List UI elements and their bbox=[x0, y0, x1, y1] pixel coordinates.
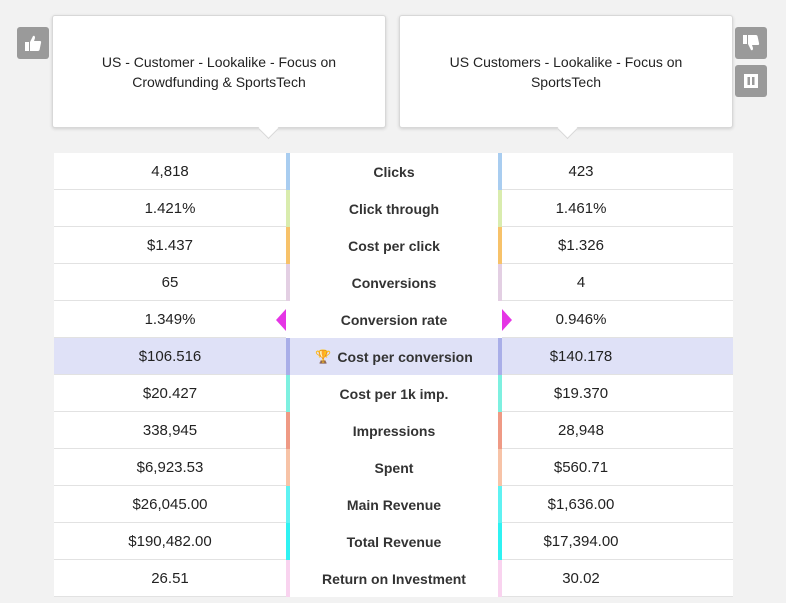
left-card-pointer bbox=[257, 117, 280, 140]
right-value: $1.326 bbox=[558, 236, 604, 254]
thumbs-down-icon bbox=[743, 35, 760, 51]
metric-label-cell: Click through bbox=[286, 190, 502, 227]
metric-label: Cost per conversion bbox=[337, 348, 473, 365]
trophy-icon: 🏆 bbox=[315, 348, 332, 364]
right-value: $19.370 bbox=[553, 384, 609, 402]
thumbs-up-button[interactable] bbox=[17, 27, 49, 59]
metric-label: Return on Investment bbox=[322, 570, 466, 587]
table-row: $26,045.00 Main Revenue $1,636.00 bbox=[54, 486, 733, 523]
left-campaign-title: US - Customer - Lookalike - Focus on Cro… bbox=[101, 53, 337, 90]
right-campaign-title: US Customers - Lookalike - Focus on Spor… bbox=[449, 53, 683, 90]
metric-label: Conversions bbox=[351, 274, 437, 291]
left-campaign-card[interactable]: US - Customer - Lookalike - Focus on Cro… bbox=[52, 15, 386, 140]
left-value: 1.349% bbox=[144, 310, 196, 328]
left-value: 26.51 bbox=[151, 569, 189, 587]
table-row: $6,923.53 Spent $560.71 bbox=[54, 449, 733, 486]
left-value: $190,482.00 bbox=[128, 532, 212, 550]
metric-label: Main Revenue bbox=[346, 496, 442, 513]
table-row: 65 Conversions 4 bbox=[54, 264, 733, 301]
table-row: $20.427 Cost per 1k imp. $19.370 bbox=[54, 375, 733, 412]
comparison-table: 4,818 Clicks 423 1.421% Click through 1.… bbox=[54, 153, 733, 597]
metric-label-cell: Spent bbox=[286, 449, 502, 486]
thumbs-down-button[interactable] bbox=[735, 27, 767, 59]
metric-label: Conversion rate bbox=[340, 311, 448, 328]
thumbs-up-icon bbox=[25, 35, 42, 51]
selection-arrow-left-icon bbox=[276, 308, 286, 331]
table-row-winner: $106.516 🏆 Cost per conversion $140.178 bbox=[54, 338, 733, 375]
table-row: $190,482.00 Total Revenue $17,394.00 bbox=[54, 523, 733, 560]
left-value: $20.427 bbox=[142, 384, 198, 402]
metric-label-cell: Cost per 1k imp. bbox=[286, 375, 502, 412]
table-row-selected: 1.349% Conversion rate 0.946% bbox=[54, 301, 733, 338]
left-value: $26,045.00 bbox=[132, 495, 208, 513]
right-value: 28,948 bbox=[558, 421, 604, 439]
metric-label: Cost per click bbox=[348, 237, 440, 254]
pause-icon bbox=[744, 74, 758, 88]
left-value: $106.516 bbox=[138, 347, 202, 365]
right-value: 4 bbox=[576, 273, 586, 291]
right-campaign-card[interactable]: US Customers - Lookalike - Focus on Spor… bbox=[399, 15, 733, 140]
metric-label: Click through bbox=[348, 200, 440, 217]
left-value: $1.437 bbox=[147, 236, 193, 254]
table-row: 338,945 Impressions 28,948 bbox=[54, 412, 733, 449]
left-value: 338,945 bbox=[142, 421, 198, 439]
metric-label-cell: Return on Investment bbox=[286, 560, 502, 597]
metric-label-cell: Total Revenue bbox=[286, 523, 502, 560]
metric-label-cell: Cost per click bbox=[286, 227, 502, 264]
table-row: 1.421% Click through 1.461% bbox=[54, 190, 733, 227]
metric-label: Impressions bbox=[352, 422, 436, 439]
right-value: 423 bbox=[568, 162, 594, 180]
metric-label-cell: Conversions bbox=[286, 264, 502, 301]
left-value: 1.421% bbox=[144, 199, 196, 217]
metric-label: Spent bbox=[374, 459, 414, 476]
table-row: 4,818 Clicks 423 bbox=[54, 153, 733, 190]
right-value: $140.178 bbox=[549, 347, 613, 365]
pause-button[interactable] bbox=[735, 65, 767, 97]
table-row: $1.437 Cost per click $1.326 bbox=[54, 227, 733, 264]
metric-label: Clicks bbox=[373, 163, 415, 180]
right-card-pointer bbox=[556, 117, 579, 140]
left-value: $6,923.53 bbox=[136, 458, 204, 476]
left-value: 65 bbox=[161, 273, 179, 291]
metric-label: Total Revenue bbox=[346, 533, 442, 550]
metric-label: Cost per 1k imp. bbox=[339, 385, 449, 402]
metric-label-cell: Conversion rate bbox=[276, 301, 512, 338]
right-value: $560.71 bbox=[553, 458, 609, 476]
metric-label-cell: 🏆 Cost per conversion bbox=[286, 338, 502, 375]
right-value: 30.02 bbox=[562, 569, 600, 587]
metric-label-cell: Clicks bbox=[286, 153, 502, 190]
right-value: 0.946% bbox=[555, 310, 607, 328]
right-value: $17,394.00 bbox=[543, 532, 619, 550]
right-value: $1,636.00 bbox=[547, 495, 615, 513]
left-value: 4,818 bbox=[151, 162, 189, 180]
table-row: 26.51 Return on Investment 30.02 bbox=[54, 560, 733, 597]
selection-arrow-right-icon bbox=[502, 308, 512, 331]
right-value: 1.461% bbox=[555, 199, 607, 217]
metric-label-cell: Main Revenue bbox=[286, 486, 502, 523]
metric-label-cell: Impressions bbox=[286, 412, 502, 449]
